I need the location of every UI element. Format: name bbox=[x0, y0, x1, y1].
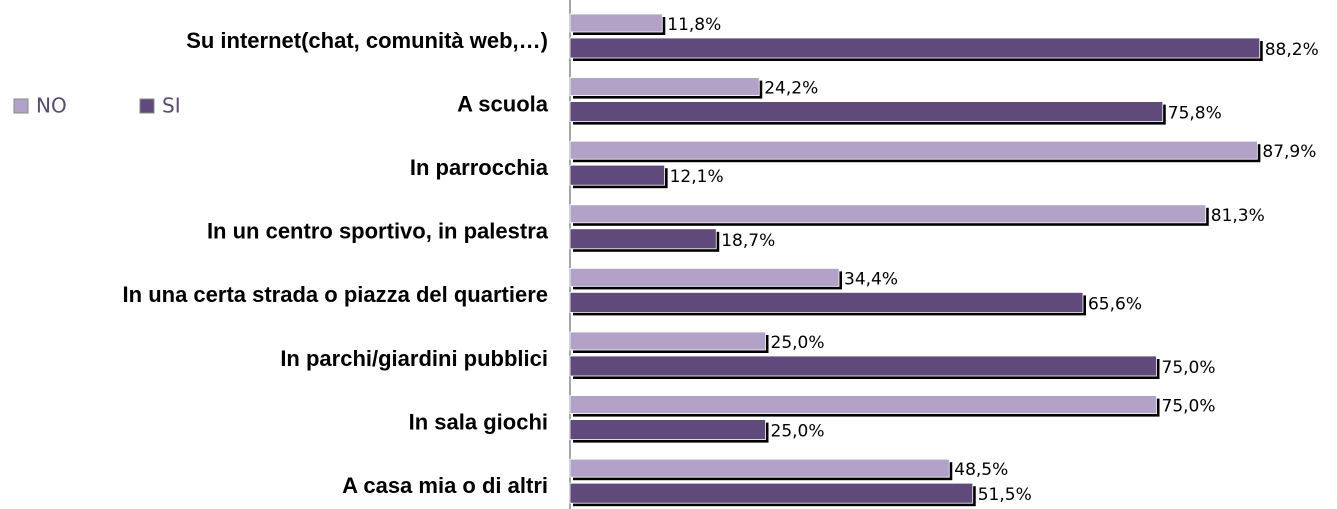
category-label: In parrocchia bbox=[410, 155, 549, 180]
value-label: 87,9% bbox=[1262, 142, 1316, 162]
bar bbox=[569, 140, 1258, 160]
bar bbox=[569, 331, 766, 351]
value-label: 25,0% bbox=[771, 422, 825, 442]
bar bbox=[569, 482, 974, 504]
category-label: A casa mia o di altri bbox=[342, 473, 548, 498]
category-label: In sala giochi bbox=[409, 409, 548, 434]
category-label: In parchi/giardini pubblici bbox=[280, 346, 548, 371]
value-label: 11,8% bbox=[667, 15, 721, 35]
bar bbox=[569, 395, 1157, 415]
bar bbox=[569, 101, 1164, 122]
bar bbox=[569, 37, 1261, 59]
bar bbox=[569, 204, 1207, 224]
bar bbox=[569, 164, 666, 186]
value-label: 75,0% bbox=[1162, 397, 1216, 417]
bar bbox=[569, 355, 1157, 377]
legend-label: NO bbox=[36, 94, 67, 118]
value-label: 34,4% bbox=[844, 269, 898, 289]
legend-swatch bbox=[139, 98, 155, 114]
legend-label: SI bbox=[162, 94, 181, 118]
value-label: 18,7% bbox=[721, 231, 775, 251]
bar bbox=[569, 13, 663, 33]
value-label: 12,1% bbox=[670, 167, 724, 187]
category-label: In una certa strada o piazza del quartie… bbox=[123, 282, 548, 307]
value-label: 88,2% bbox=[1265, 40, 1319, 60]
bar bbox=[569, 419, 766, 441]
value-label: 81,3% bbox=[1211, 206, 1265, 226]
value-label: 48,5% bbox=[954, 460, 1008, 480]
bar bbox=[569, 267, 840, 287]
category-label: Su internet(chat, comunità web,…) bbox=[186, 28, 548, 53]
value-label: 24,2% bbox=[764, 79, 818, 99]
category-label: A scuola bbox=[457, 91, 549, 116]
bar bbox=[569, 228, 717, 250]
value-label: 65,6% bbox=[1088, 294, 1142, 314]
bar bbox=[569, 77, 760, 96]
value-label: 75,0% bbox=[1162, 358, 1216, 378]
value-label: 75,8% bbox=[1168, 104, 1222, 124]
bar bbox=[569, 458, 950, 478]
value-label: 51,5% bbox=[978, 485, 1032, 505]
legend-swatch bbox=[13, 98, 29, 114]
value-label: 25,0% bbox=[771, 333, 825, 353]
bar bbox=[569, 291, 1084, 313]
category-label: In un centro sportivo, in palestra bbox=[207, 219, 549, 244]
